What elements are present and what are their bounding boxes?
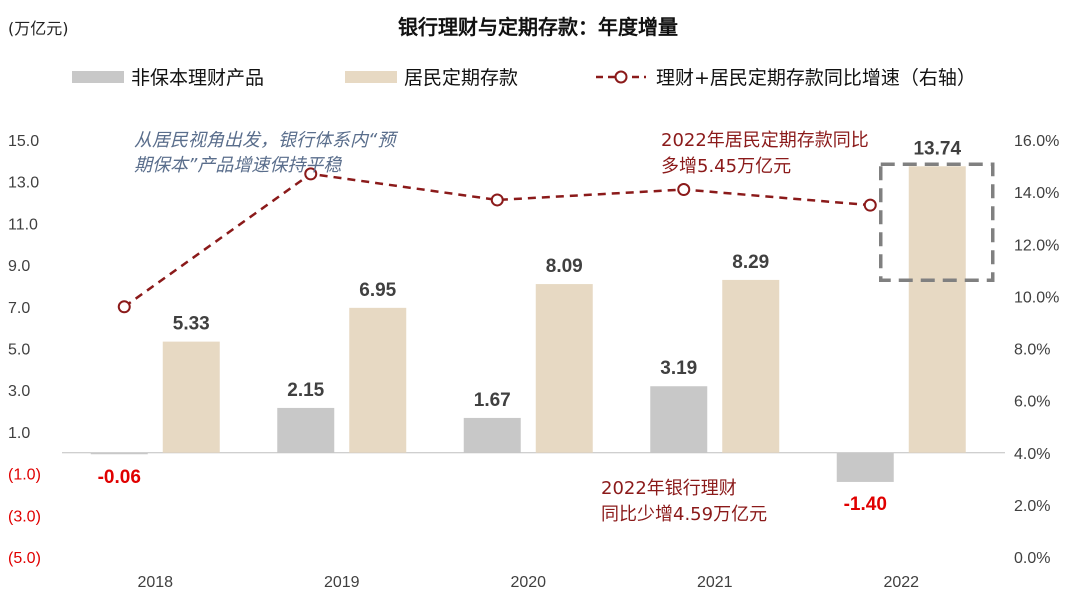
deposit-data-label: 8.29 (732, 252, 769, 273)
legend-marker-growth (614, 70, 628, 84)
annotation-wealth-line1: 2022年银行理财 (601, 478, 737, 499)
x-tick-label: 2019 (324, 574, 360, 591)
x-tick-label: 2022 (883, 574, 919, 591)
left-tick-label: 11.0 (8, 216, 38, 233)
wealth-data-label: 3.19 (660, 358, 697, 379)
wealth-bar (277, 407, 335, 453)
left-tick-label: (5.0) (8, 550, 41, 567)
left-tick-label: (3.0) (8, 508, 41, 525)
legend: 非保本理财产品 居民定期存款 理财+居民定期存款同比增速（右轴） (72, 67, 976, 89)
right-axis: 16.0% 14.0% 12.0% 10.0% 8.0% 6.0% 4.0% 2.0% 0.0% (1014, 133, 1059, 567)
growth-line-point (117, 300, 131, 314)
right-tick-label: 12.0% (1014, 237, 1059, 254)
annotation-deposit-line1: 2022年居民定期存款同比 (661, 130, 869, 151)
x-tick-label: 2020 (510, 574, 546, 591)
legend-swatch-deposit (345, 71, 397, 83)
wealth-data-label: -0.06 (98, 467, 141, 488)
left-tick-label: 9.0 (8, 258, 30, 275)
legend-label-deposit: 居民定期存款 (404, 67, 518, 89)
growth-line-point (863, 198, 877, 212)
deposit-data-label: 6.95 (359, 280, 396, 301)
wealth-data-label: 2.15 (287, 380, 324, 401)
left-tick-label: 5.0 (8, 342, 30, 359)
deposit-bar (349, 307, 407, 453)
right-tick-label: 16.0% (1014, 133, 1059, 150)
deposit-bar (722, 279, 780, 453)
unit-label: (万亿元) (8, 19, 69, 38)
wealth-bar (463, 417, 521, 453)
deposit-bar (908, 166, 966, 453)
annotation-perspective-line2: 期保本”产品增速保持平稳 (134, 155, 342, 176)
right-tick-label: 10.0% (1014, 289, 1059, 306)
left-tick-label: (1.0) (8, 467, 41, 484)
wealth-data-label: -1.40 (844, 494, 887, 515)
legend-swatch-wealth (72, 71, 124, 83)
growth-line-point (304, 167, 318, 181)
right-tick-label: 4.0% (1014, 446, 1050, 463)
deposit-data-label: 5.33 (173, 314, 210, 335)
data-labels: -0.06 2.15 1.67 3.19 -1.40 5.33 6.95 8.09 8.29 13… (98, 138, 962, 515)
left-tick-label: 3.0 (8, 383, 30, 400)
right-tick-label: 14.0% (1014, 185, 1059, 202)
wealth-bar (836, 452, 894, 482)
wealth-bar (90, 452, 148, 455)
legend-label-growth: 理财+居民定期存款同比增速（右轴） (656, 67, 976, 89)
wealth-data-label: 1.67 (474, 390, 511, 411)
left-tick-label: 13.0 (8, 175, 39, 192)
right-tick-label: 8.0% (1014, 342, 1050, 359)
annotation-perspective-line1: 从居民视角出发，银行体系内“预 (134, 130, 398, 151)
right-tick-label: 0.0% (1014, 550, 1050, 567)
right-tick-label: 2.0% (1014, 498, 1050, 515)
annotation-deposit-line2: 多增5.45万亿元 (661, 156, 791, 177)
right-tick-label: 6.0% (1014, 394, 1050, 411)
left-tick-label: 15.0 (8, 133, 39, 150)
deposit-data-label: 13.74 (913, 138, 961, 159)
bars (90, 166, 966, 482)
growth-line-point (677, 183, 691, 197)
left-tick-label: 7.0 (8, 300, 30, 317)
growth-line (117, 167, 877, 314)
x-tick-label: 2018 (137, 574, 173, 591)
deposit-data-label: 8.09 (546, 256, 583, 277)
legend-label-wealth: 非保本理财产品 (131, 67, 264, 89)
left-tick-label: 1.0 (8, 425, 30, 442)
deposit-bar (535, 284, 593, 453)
deposit-bar (162, 341, 220, 453)
annotation-wealth-line2: 同比少增4.59万亿元 (601, 504, 767, 525)
wealth-bar (650, 386, 708, 453)
chart-title: 银行理财与定期存款：年度增量 (398, 15, 678, 39)
growth-line-point (490, 193, 504, 207)
highlight-box-2022 (879, 162, 995, 283)
x-tick-label: 2021 (697, 574, 733, 591)
left-axis: 15.0 13.0 11.0 9.0 7.0 5.0 3.0 1.0 (1.0) (3.0) (5.… (8, 133, 41, 567)
